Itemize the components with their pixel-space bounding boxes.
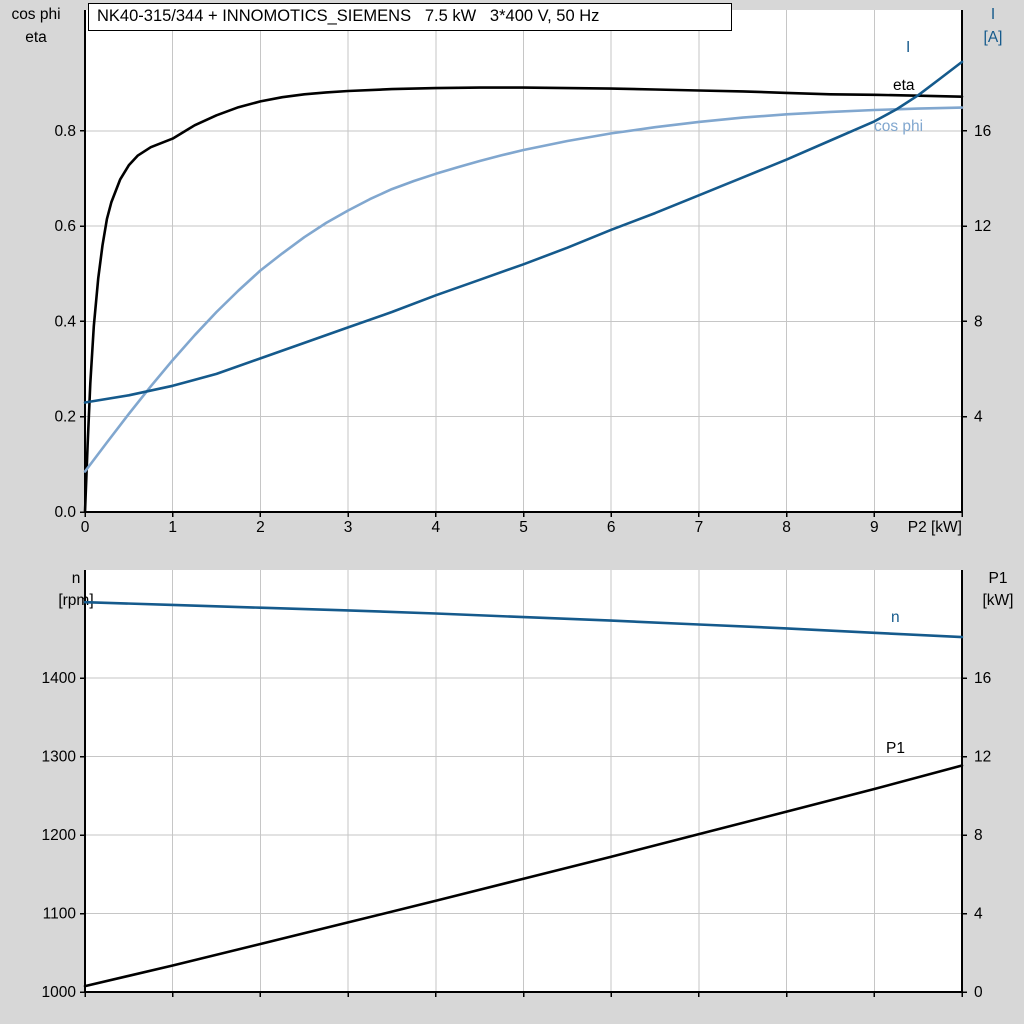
right-tick-label: 16 [974,123,991,140]
left-tick-label: 0.8 [54,123,76,140]
curve-P1 [83,764,964,988]
left-tick-label: 1000 [42,984,77,1001]
x-tick-label: 1 [168,519,177,536]
x-tick-label: 4 [431,519,440,536]
right-tick-label: 8 [974,313,983,330]
left-axis-title: n [72,570,81,587]
right-tick-label: 12 [974,218,991,235]
x-tick-label: 2 [256,519,265,536]
left-tick-label: 0.0 [54,504,76,521]
left-axis-title: [rpm] [58,592,93,609]
x-tick-label: 5 [519,519,528,536]
x-tick-label: 0 [81,519,90,536]
curve-n [83,600,964,639]
right-tick-label: 16 [974,670,991,687]
curve-label-eta: eta [893,77,915,94]
curve-eta [83,86,964,514]
left-tick-label: 0.6 [54,218,76,235]
right-tick-label: 4 [974,409,983,426]
curve-label-cos-phi: cos phi [874,118,923,135]
x-tick-label: 3 [344,519,353,536]
curve-cos-phi [83,106,964,473]
x-tick-label: 7 [695,519,704,536]
curve-label-I: I [906,39,910,56]
curve-label-P1: P1 [886,740,905,757]
left-tick-label: 1100 [43,906,77,923]
chart-title: NK40-315/344 + INNOMOTICS_SIEMENS 7.5 kW… [88,3,732,31]
left-axis-title: eta [25,29,47,46]
x-tick-label: 8 [782,519,791,536]
right-tick-label: 12 [974,749,991,766]
curve-I [83,60,964,404]
left-tick-label: 0.2 [54,409,76,426]
x-tick-label: 6 [607,519,616,536]
right-axis-title: P1 [989,570,1008,587]
left-tick-label: 1200 [42,827,77,844]
left-tick-label: 0.4 [54,313,76,330]
left-tick-label: 1300 [42,749,77,766]
right-axis-title: [A] [984,29,1003,46]
right-axis-title: I [991,6,995,23]
left-axis-title: cos phi [11,6,60,23]
right-tick-label: 4 [974,906,983,923]
right-tick-label: 8 [974,827,983,844]
x-axis-label: P2 [kW] [908,519,962,536]
x-tick-label: 9 [870,519,879,536]
right-tick-label: 0 [974,984,983,1001]
curve-label-n: n [891,609,900,626]
left-tick-label: 1400 [42,670,77,687]
right-axis-title: [kW] [983,592,1014,609]
